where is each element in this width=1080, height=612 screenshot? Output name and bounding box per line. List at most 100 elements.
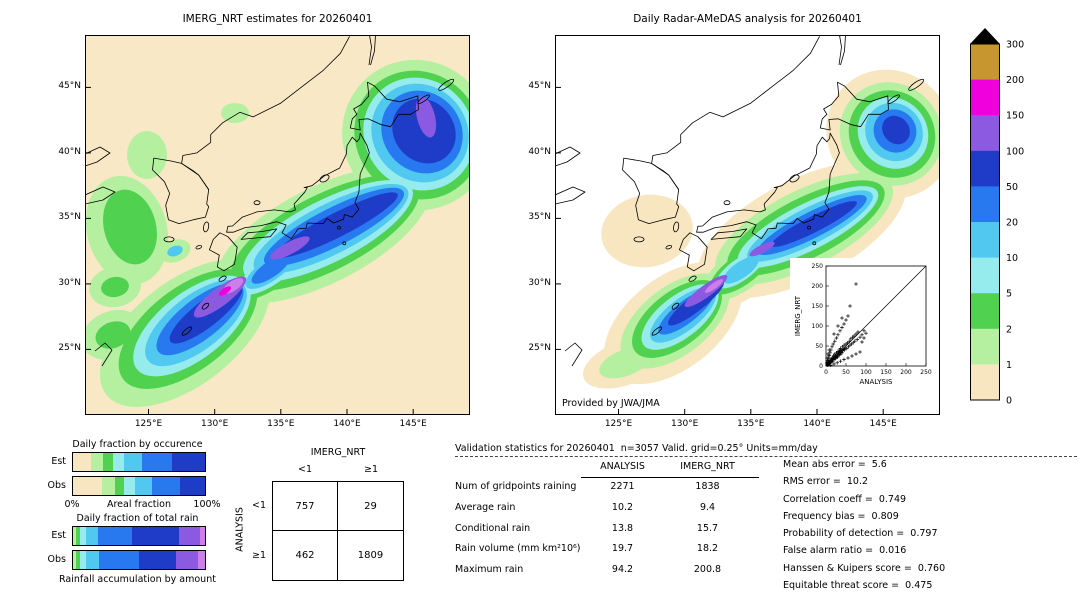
- precip-blob: [167, 245, 183, 257]
- bar-segment: [175, 551, 199, 569]
- inset-x-axis-label: ANALYSIS: [859, 378, 893, 386]
- contingency-col-label-ge1: ≥1: [363, 464, 378, 475]
- inset-x-tick-label: 200: [900, 369, 912, 376]
- precip-blob: [599, 347, 651, 379]
- map-credit: Provided by JWA/JMA: [562, 398, 660, 409]
- colorbar-tick-label: 20: [1006, 218, 1018, 229]
- validation-row: Num of gridpoints raining 2271 1838: [455, 478, 765, 499]
- colorbar-segment: [970, 79, 1000, 116]
- precip-blob: [723, 256, 759, 284]
- precip-blob: [704, 279, 724, 293]
- validation-row-label: Maximum rain: [455, 564, 524, 576]
- validation-col-header-imerg: IMERG_NRT: [680, 461, 735, 472]
- bar-segment: [79, 527, 87, 545]
- bar-segment: [102, 477, 116, 495]
- validation-score-line: Hanssen & Kuipers score = 0.760: [783, 562, 946, 574]
- island: [203, 221, 210, 233]
- island: [253, 200, 261, 206]
- coastline: [209, 232, 238, 272]
- island: [887, 94, 900, 104]
- colorbar-tick-label: 10: [1006, 253, 1018, 264]
- left-map-x-tick-label: 145°E: [399, 419, 427, 429]
- island: [673, 221, 680, 233]
- island: [789, 174, 800, 183]
- precip-blob: [127, 131, 167, 179]
- colorbar-tick-label: 50: [1006, 182, 1018, 193]
- bar-segment: [138, 551, 176, 569]
- bar-segment: [124, 453, 142, 471]
- occurrence-bar-obs: [72, 476, 206, 496]
- validation-row: Maximum rain 94.2 200.8: [455, 561, 765, 582]
- coastline: [240, 228, 278, 240]
- right-map-y-tick-label: 30°N: [528, 277, 551, 288]
- island: [908, 78, 925, 91]
- contingency-table: 757 29 462 1809: [272, 481, 404, 581]
- right-map-x-tick-label: 125°E: [604, 419, 633, 429]
- map-frame: [85, 35, 470, 415]
- precip-blob: [103, 189, 157, 265]
- contingency-cell-false: 29: [338, 482, 403, 531]
- coastline: [651, 36, 820, 190]
- bar-segment: [199, 527, 205, 545]
- right-map-y-tick-label: 40°N: [528, 146, 551, 157]
- colorbar-tick-label: 2: [1006, 324, 1012, 335]
- bar-segment: [178, 527, 200, 545]
- totalrain-obs-label: Obs: [47, 554, 66, 565]
- island: [218, 275, 227, 282]
- precip-blob: [601, 194, 693, 268]
- contingency-row-group: ANALYSIS: [234, 507, 246, 552]
- contingency-cell-miss: 462: [273, 531, 338, 580]
- island: [651, 326, 663, 336]
- right-map-x-tick-label: 130°E: [671, 419, 699, 429]
- left-map-y-tick-label: 30°N: [58, 277, 81, 288]
- precip-blob: [882, 115, 910, 145]
- colorbar-segment: [970, 328, 1000, 365]
- validation-analysis-value: 13.8: [611, 522, 634, 534]
- inset-x-tick-label: 150: [880, 369, 892, 376]
- colorbar-tick-label: 100: [1006, 146, 1024, 157]
- occurrence-chart-title: Daily fraction by occurence: [72, 439, 203, 450]
- colorbar-segment: [970, 293, 1000, 330]
- validation-imerg-value: 18.2: [696, 543, 719, 555]
- totalrain-chart-title: Daily fraction of total rain: [76, 513, 199, 524]
- coastline: [368, 35, 376, 66]
- island: [337, 225, 341, 230]
- coastline: [710, 228, 748, 240]
- coastline: [152, 157, 210, 224]
- colorbar-segment: [970, 44, 1000, 81]
- left-map-title: IMERG_NRT estimates for 20260401: [182, 13, 373, 25]
- precip-blob: [415, 96, 437, 138]
- island: [181, 326, 193, 336]
- coastline: [696, 132, 840, 240]
- validation-analysis-value: 10.2: [611, 501, 634, 513]
- island: [163, 236, 175, 243]
- right-map-x-tick-label: 145°E: [869, 419, 897, 429]
- precip-field: [582, 69, 940, 389]
- bar-segment: [86, 551, 100, 569]
- inset-y-tick-label: 50: [815, 343, 823, 350]
- areal-axis-title: Areal fraction: [106, 499, 171, 510]
- precip-blob: [219, 286, 231, 296]
- colorbar-segment: [970, 150, 1000, 187]
- bar-segment: [152, 477, 180, 495]
- bar-segment: [98, 527, 133, 545]
- validation-imerg-value: 9.4: [699, 501, 716, 513]
- coastline: [226, 132, 370, 240]
- coastline: [622, 157, 680, 224]
- validation-row: Average rain 10.2 9.4: [455, 499, 765, 520]
- colorbar-tick-label: 0: [1006, 396, 1012, 407]
- bar-segment: [79, 551, 87, 569]
- colorbar-tick-label: 5: [1006, 289, 1012, 300]
- left-map-x-tick-label: 130°E: [201, 419, 229, 429]
- validation-score-line: Frequency bias = 0.809: [783, 510, 899, 522]
- bar-segment: [135, 477, 153, 495]
- totalrain-bar-est: [72, 526, 206, 546]
- precip-blob: [771, 201, 857, 247]
- left-map-x-tick-label: 135°E: [267, 419, 295, 429]
- inset-y-tick-label: 100: [812, 323, 824, 330]
- occurrence-bar-est: [72, 452, 206, 472]
- left-map-x-tick-label: 140°E: [333, 419, 361, 429]
- validation-score-line: RMS error = 10.2: [783, 476, 869, 488]
- areal-axis-100: 100%: [193, 499, 221, 510]
